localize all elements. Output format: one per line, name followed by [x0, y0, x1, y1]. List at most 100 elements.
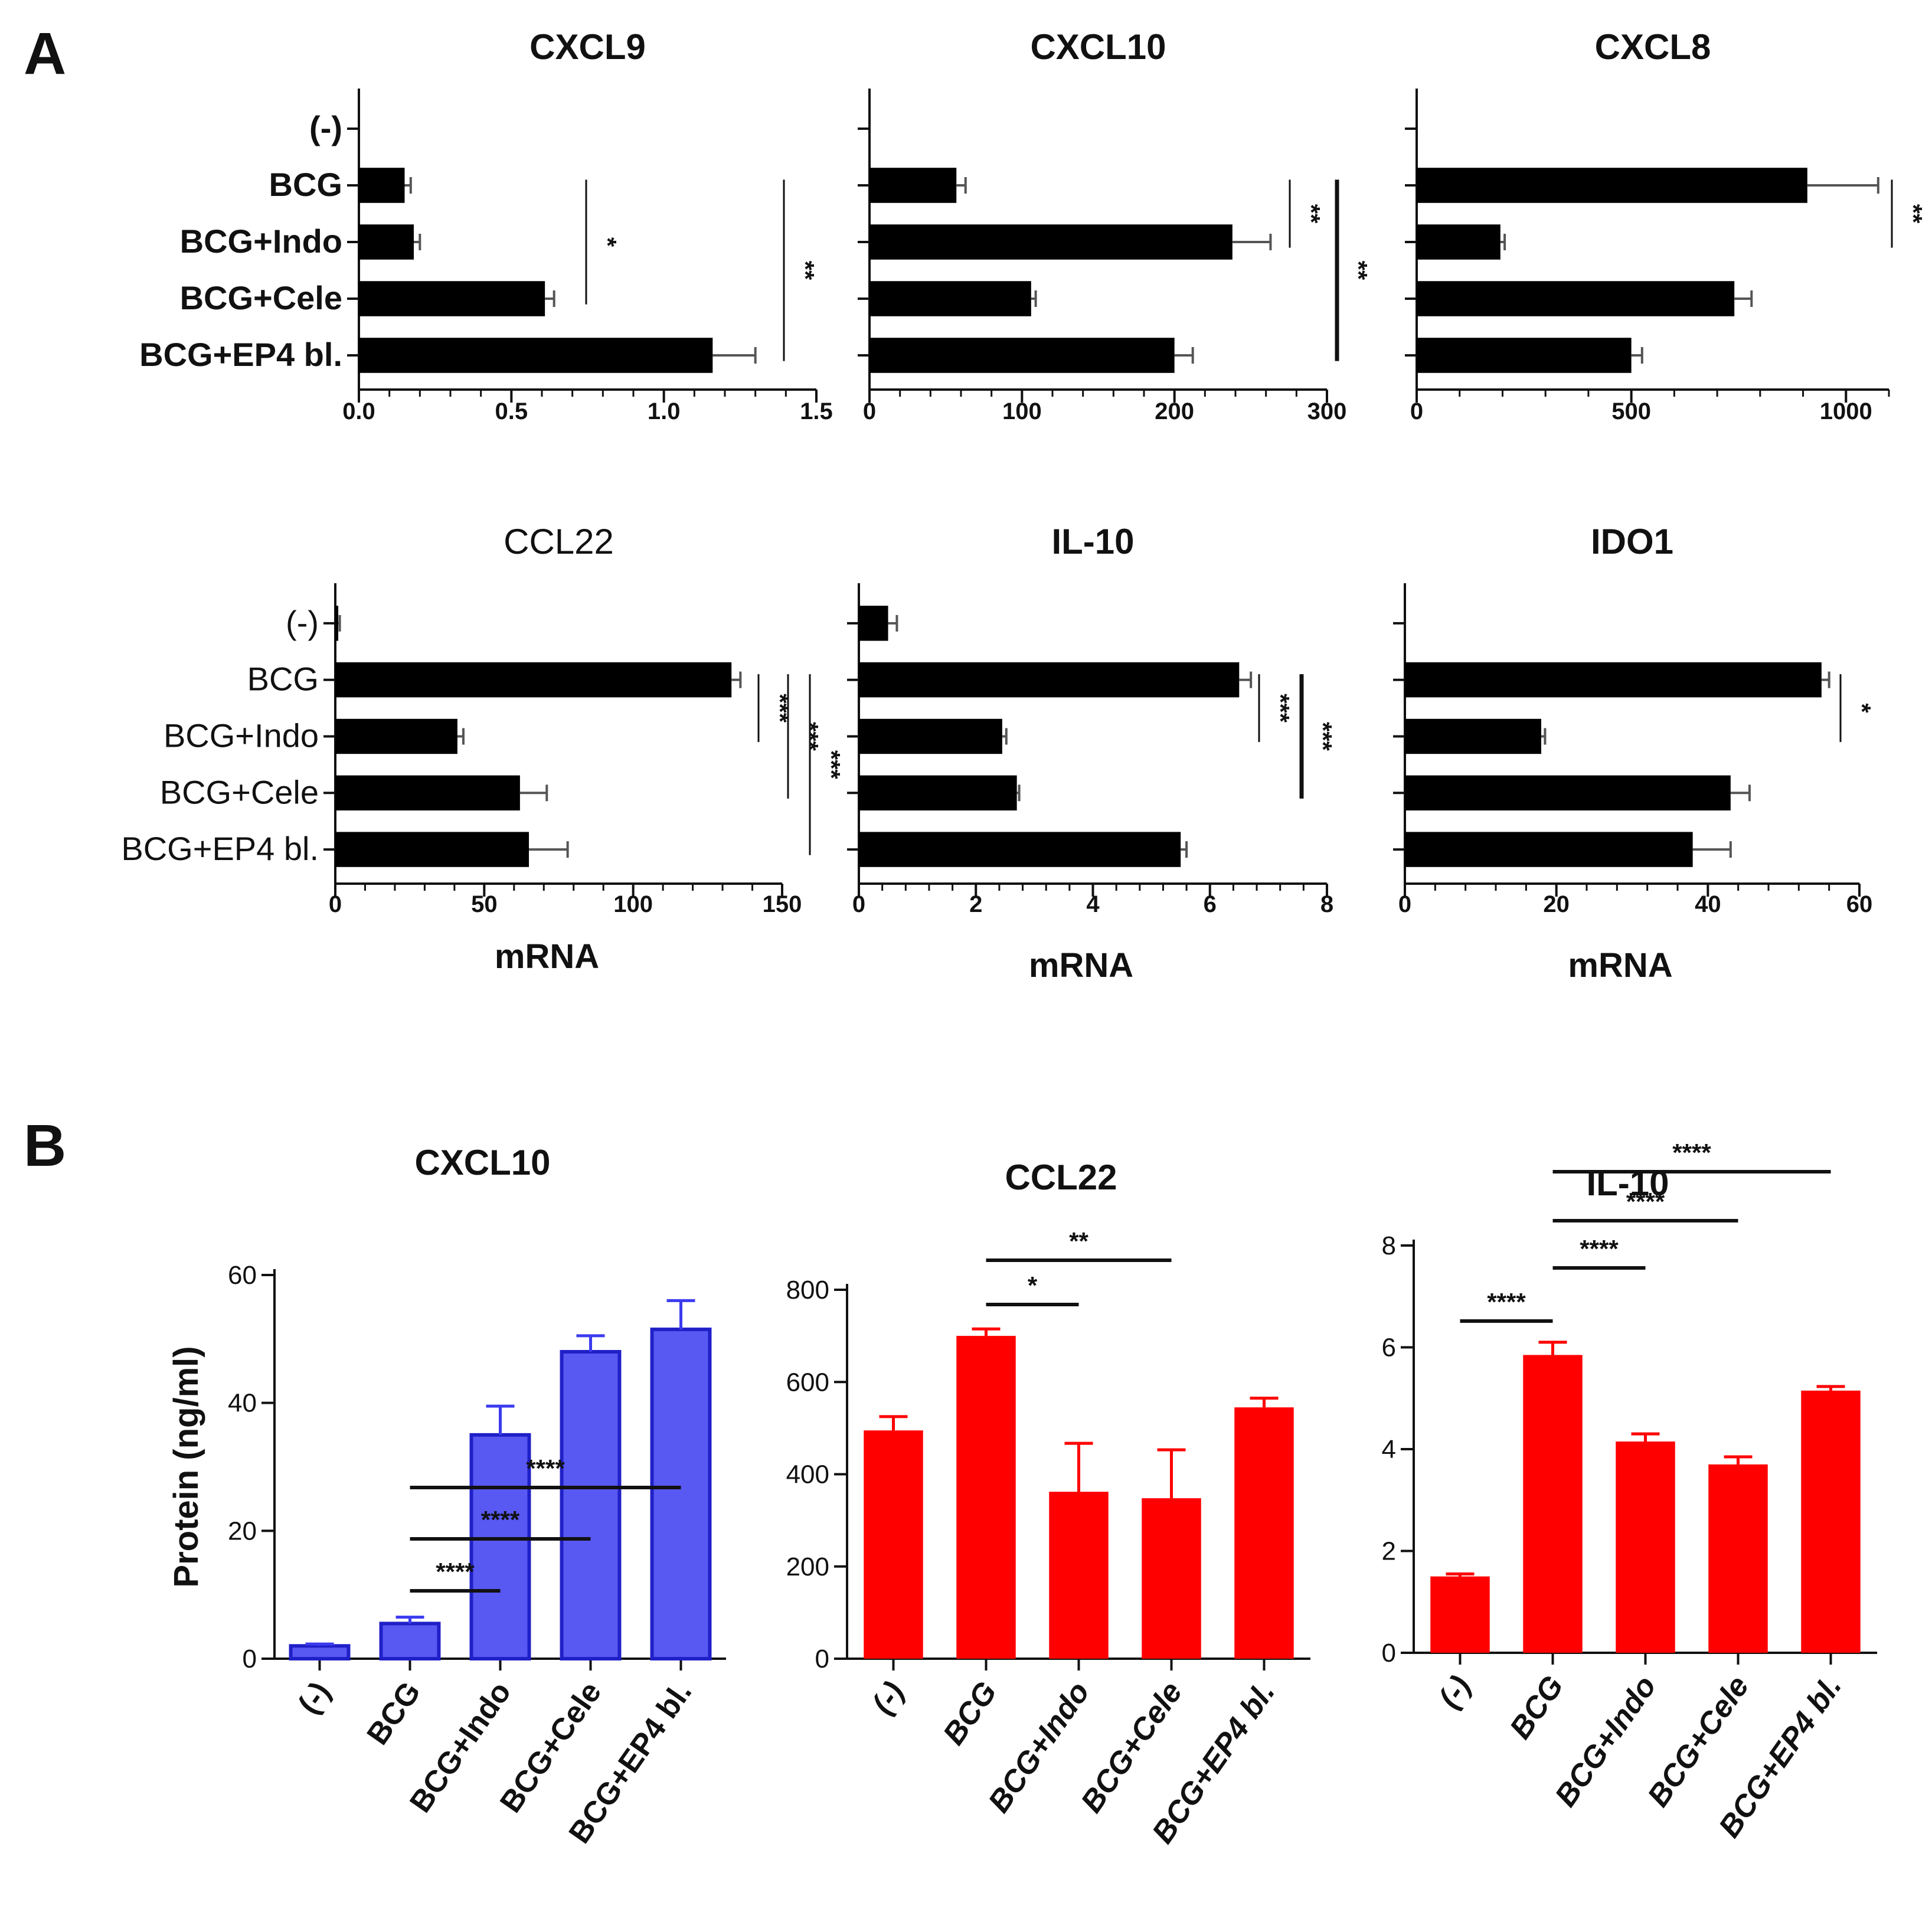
bar	[859, 718, 1002, 754]
bar	[1405, 718, 1541, 754]
x-tick-label: 200	[1155, 398, 1194, 424]
x-tick-label: 0	[863, 398, 876, 424]
charts: CXCL9 0.0 0.5 1.0 1.5 (-) BCG BCG+Indo BCG+Cele B…	[121, 27, 1927, 1849]
x-axis-label: mRNA	[495, 937, 599, 976]
x-category-label: BCG	[361, 1676, 428, 1751]
significance-label: **	[1297, 204, 1325, 224]
chart-title: CXCL10	[414, 1143, 550, 1182]
bar	[1417, 338, 1632, 373]
x-tick-label: 1.0	[648, 398, 681, 424]
significance-label: ****	[526, 1454, 565, 1482]
y-axis-label: Protein (ng/ml)	[167, 1346, 205, 1587]
bar	[335, 606, 339, 641]
x-category-label: (-)	[865, 1676, 911, 1721]
chart-a-cxcl9: CXCL9 0.0 0.5 1.0 1.5 (-) BCG BCG+Indo BCG+Cele B…	[139, 27, 833, 424]
category-label: (-)	[286, 604, 319, 641]
y-tick-label: 0	[815, 1645, 829, 1673]
significance-label: ****	[481, 1506, 520, 1534]
x-category-label: (-)	[1432, 1670, 1477, 1715]
bar	[869, 224, 1233, 260]
panel-letter-a: A	[24, 21, 66, 87]
significance-label: ****	[1626, 1188, 1665, 1215]
bar	[1417, 168, 1807, 203]
bar	[560, 1350, 622, 1660]
bar	[956, 1336, 1016, 1659]
x-tick-label: 60	[1846, 891, 1873, 917]
significance-label: **	[792, 261, 819, 280]
bar	[859, 775, 1017, 810]
chart-title: CXCL10	[1030, 27, 1166, 67]
bar	[869, 168, 957, 203]
x-tick-label: 50	[471, 891, 498, 917]
bar	[1405, 775, 1731, 810]
x-tick-label: 4	[1086, 891, 1100, 917]
bar	[359, 224, 414, 260]
category-label: BCG+EP4 bl.	[139, 336, 342, 373]
bar	[1616, 1441, 1675, 1653]
category-label: BCG+EP4 bl.	[121, 830, 319, 867]
x-tick-label: 150	[763, 891, 802, 917]
bar	[1417, 224, 1501, 260]
bar	[359, 338, 713, 373]
bar	[1430, 1576, 1490, 1653]
chart-a-ido1: IDO1 0 20 40 60 mRNA *	[1393, 522, 1876, 985]
x-tick-label: 2	[969, 891, 982, 917]
significance-label: ***	[1267, 694, 1294, 723]
bar	[469, 1433, 531, 1660]
category-label: BCG+Indo	[164, 717, 319, 754]
chart-title: CCL22	[504, 522, 614, 561]
x-tick-label: 0	[1410, 398, 1423, 424]
x-tick-label: 0.0	[342, 398, 375, 424]
x-axis-label: mRNA	[1029, 946, 1133, 985]
y-tick-label: 200	[786, 1552, 829, 1581]
bar	[650, 1328, 712, 1660]
significance-label: **	[1069, 1227, 1088, 1255]
y-tick-label: 600	[786, 1368, 829, 1397]
x-tick-label: 300	[1307, 398, 1347, 424]
category-label: BCG+Cele	[160, 773, 319, 810]
bar	[359, 168, 405, 203]
bar	[1523, 1355, 1583, 1653]
category-label: BCG	[269, 166, 342, 203]
bar	[869, 281, 1031, 316]
chart-title: CCL22	[1005, 1158, 1117, 1197]
significance-label: ****	[1487, 1288, 1526, 1316]
y-tick-label: 6	[1382, 1333, 1396, 1362]
y-tick-label: 0	[243, 1645, 257, 1673]
bar	[1049, 1492, 1109, 1659]
chart-a-ccl22: CCL22 0 50 100 150 (-) BCG BCG+Indo BCG+Cele BCG+…	[121, 522, 845, 976]
y-tick-label: 20	[228, 1516, 257, 1545]
chart-a-cxcl10: CXCL10 0 100 200 300 ** **	[858, 27, 1372, 424]
significance-label: ****	[1580, 1235, 1619, 1263]
significance-label: *	[1028, 1271, 1038, 1299]
chart-a-il-10: IL-10 0 2 4 6 8 mRNA *** ***	[847, 522, 1337, 985]
x-tick-label: 0	[852, 891, 865, 917]
x-category-label: BCG	[937, 1676, 1004, 1751]
x-category-label: (-)	[292, 1676, 337, 1721]
category-label: BCG+Indo	[180, 223, 342, 260]
chart-title: CXCL8	[1595, 27, 1711, 67]
bar	[859, 606, 888, 641]
bar	[859, 662, 1240, 698]
bar	[1142, 1498, 1201, 1659]
bar	[859, 832, 1181, 867]
panel-letter-b: B	[24, 1113, 66, 1179]
chart-title: CXCL9	[529, 27, 646, 67]
significance-label: **	[1345, 261, 1372, 280]
category-label: (-)	[309, 109, 342, 146]
x-tick-label: 20	[1543, 891, 1570, 917]
bar	[335, 832, 529, 867]
significance-label: ***	[818, 750, 845, 780]
significance-label: *	[1848, 703, 1876, 713]
bar	[869, 338, 1175, 373]
x-category-label: BCG	[1503, 1670, 1571, 1745]
significance-label: **	[1900, 204, 1927, 224]
bar	[335, 775, 520, 810]
x-tick-label: 40	[1695, 891, 1721, 917]
chart-title: IL-10	[1051, 522, 1134, 561]
x-tick-label: 0	[329, 891, 342, 917]
bar	[379, 1622, 441, 1661]
bar	[1405, 662, 1822, 698]
